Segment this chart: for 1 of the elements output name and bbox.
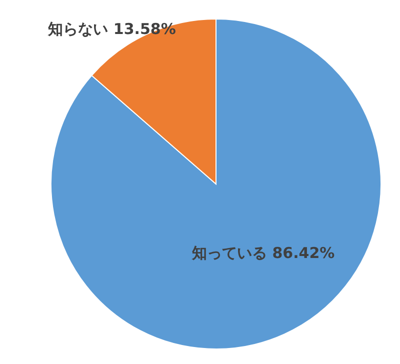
slice-label: 知っている 86.42% [190, 244, 335, 262]
